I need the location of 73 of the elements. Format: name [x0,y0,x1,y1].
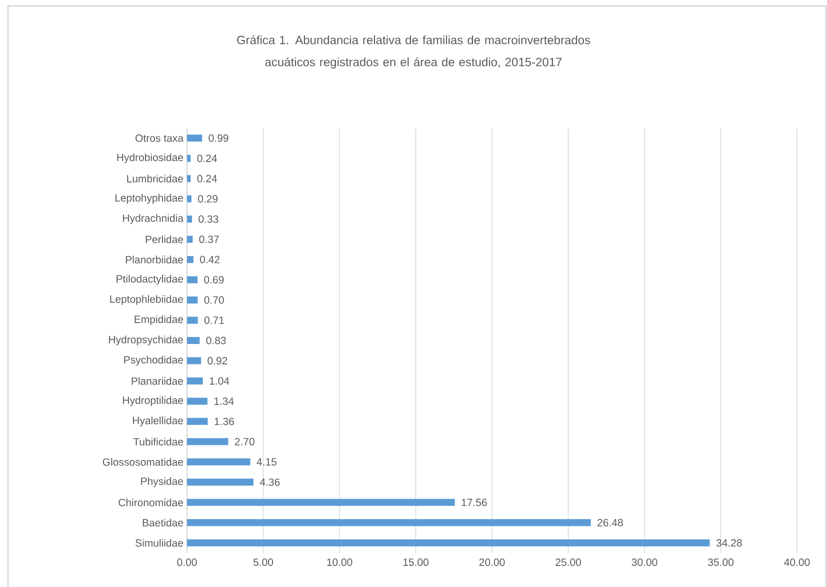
data-label: 0.42 [200,256,220,264]
y-tick-label: Hydropsychidae [109,336,184,346]
data-label: 0.69 [204,276,224,284]
chart-title: Gráfica 1. Abundancia relativa de familias de macroinvertebrados acuáticos registrados en el área de estudio, 2015-2017 [237,35,590,69]
data-label: 17.56 [462,498,487,506]
x-tick-label: 40.00 [784,558,810,566]
data-label: 0.83 [206,336,226,344]
y-tick-label: Glossosomatidae [102,458,184,466]
bar [187,398,208,405]
data-label: 0.24 [197,174,217,182]
x-tick-label: 5.00 [253,558,274,566]
bar [187,236,193,243]
bar [187,195,192,202]
data-label: 34.28 [716,539,742,547]
y-tick-label: Baetidae [142,518,184,526]
bar [187,357,202,364]
data-label: 4.36 [260,478,280,486]
x-tick-label: 35.00 [708,558,734,566]
bar [187,478,254,486]
bar [187,438,228,446]
bar [187,296,198,304]
y-tick-label: Perlidae [146,235,184,244]
data-label: 2.70 [234,438,254,446]
y-tick-label: Hydrobiosidae [117,153,184,164]
y-tick-label: Planariidae [132,377,184,385]
bar [187,256,194,264]
data-label: 0.33 [198,215,218,223]
x-tick-label: 0.00 [177,558,197,566]
data-label: 0.70 [204,296,224,304]
y-tick-label: Hydroptilidae [123,396,184,406]
bar [187,498,455,506]
y-tick-label: Otros taxa [136,134,184,142]
data-label: 0.37 [199,236,219,244]
y-tick-label: Chironomidae [118,498,184,506]
y-tick-label: Tubificidae [133,438,184,446]
data-label: 0.24 [197,154,217,162]
y-tick-label: Psychodidae [124,356,184,366]
bar [187,336,200,344]
data-label: 0.92 [208,357,228,364]
data-label: 1.36 [214,418,234,426]
y-tick-label: Leptophlebiidae [110,295,184,305]
y-tick-label: Planorbiidae [126,256,184,264]
x-tick-label: 15.00 [403,558,428,566]
y-tick-label: Simuliidae [136,539,184,547]
data-label: 0.99 [208,134,228,142]
data-label: 4.15 [256,458,276,466]
data-label: 0.29 [198,195,218,203]
bar [187,458,250,466]
y-tick-label: Ptilodactylidae [116,274,184,285]
y-tick-label: Lumbricidae [127,174,184,182]
data-label: 0.71 [204,316,224,324]
bar [187,216,192,223]
bar [187,316,198,324]
data-label: 1.04 [210,377,230,385]
bar [187,134,202,142]
y-tick-label: Hydrachnidia [123,214,184,224]
y-tick-label: Hyalellidae [132,416,184,426]
bar [187,519,591,526]
y-tick-label: Physidae [141,477,184,488]
bar [187,377,203,384]
x-tick-label: 10.00 [327,558,352,566]
x-tick-label: 20.00 [479,558,505,566]
y-tick-label: Empididae [134,315,184,326]
x-tick-label: 25.00 [556,558,581,566]
bar [187,539,710,546]
bar [187,175,191,182]
bar [187,276,198,284]
x-tick-label: 30.00 [632,558,658,566]
bar [187,154,191,162]
data-label: 26.48 [598,518,623,526]
y-tick-label: Leptohyphidae [115,194,184,204]
data-label: 1.34 [214,397,234,405]
bar [187,418,208,425]
